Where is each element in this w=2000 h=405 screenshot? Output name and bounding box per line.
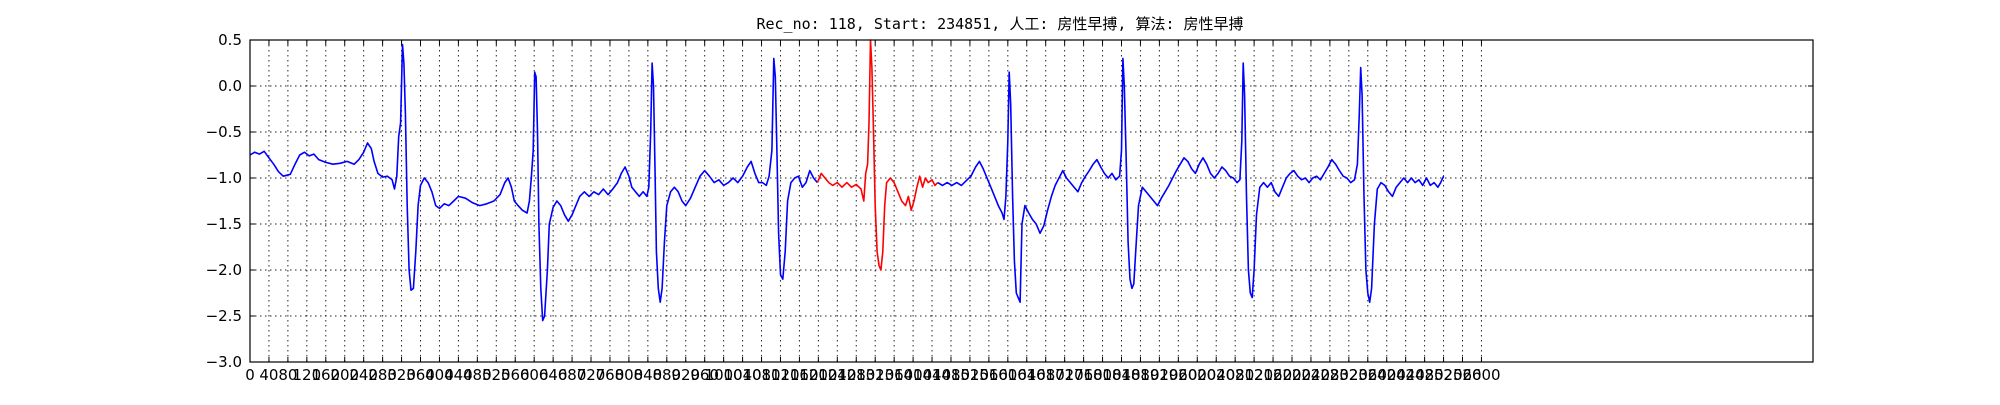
x-tick-label: 400 xyxy=(425,366,454,384)
x-tick-label: 1480 xyxy=(932,366,970,384)
x-tick-label: 1560 xyxy=(970,366,1008,384)
x-tick-label: 1160 xyxy=(780,366,818,384)
y-tick-label: −3.0 xyxy=(206,353,242,371)
x-tick-label: 2120 xyxy=(1235,366,1273,384)
x-tick-label: 1320 xyxy=(856,366,894,384)
x-tick-label: 2560 xyxy=(1443,366,1481,384)
x-tick-label: 320 xyxy=(387,366,416,384)
y-tick-label: −1.0 xyxy=(206,169,242,187)
x-tick-label: 800 xyxy=(615,366,644,384)
x-tick-label: 1640 xyxy=(1008,366,1046,384)
x-tick-label: 120 xyxy=(293,366,322,384)
x-tick-label: 2400 xyxy=(1368,366,1406,384)
x-tick-label: 760 xyxy=(596,366,625,384)
x-tick-label: 2320 xyxy=(1330,366,1368,384)
x-tick-label: 520 xyxy=(482,366,511,384)
x-tick-label: 1360 xyxy=(875,366,913,384)
series-line xyxy=(937,57,1445,304)
x-tick-label: 0 xyxy=(245,366,255,384)
x-tick-label: 280 xyxy=(368,366,397,384)
x-tick-label: 2600 xyxy=(1462,366,1500,384)
x-tick-label: 40 xyxy=(259,366,278,384)
x-tick-label: 1680 xyxy=(1027,366,1065,384)
x-tick-label: 1080 xyxy=(742,366,780,384)
x-axis: 0 40 8012016020024028032036040044048052056… xyxy=(245,40,1501,384)
y-tick-label: −0.5 xyxy=(206,123,242,141)
x-tick-label: 1280 xyxy=(837,366,875,384)
x-tick-label: 1960 xyxy=(1159,366,1197,384)
x-tick-label: 2520 xyxy=(1424,366,1462,384)
grid xyxy=(250,40,1813,362)
x-tick-label: 840 xyxy=(634,366,663,384)
x-tick-label: 1520 xyxy=(951,366,989,384)
x-tick-label: 1600 xyxy=(989,366,1027,384)
x-tick-label: 640 xyxy=(539,366,568,384)
x-tick-label: 480 xyxy=(463,366,492,384)
x-tick-label: 1120 xyxy=(761,366,799,384)
x-tick-label: 2200 xyxy=(1273,366,1311,384)
x-tick-label: 1400 xyxy=(894,366,932,384)
x-tick-label: 880 xyxy=(652,366,681,384)
x-tick-label: 240 xyxy=(349,366,378,384)
x-tick-label: 1760 xyxy=(1065,366,1103,384)
x-tick-label: 2240 xyxy=(1292,366,1330,384)
x-tick-label: 1720 xyxy=(1046,366,1084,384)
x-tick-label: 2040 xyxy=(1197,366,1235,384)
y-tick-label: 0.5 xyxy=(218,31,242,49)
x-tick-label: 1240 xyxy=(818,366,856,384)
y-tick-label: −2.0 xyxy=(206,261,242,279)
x-tick-label: 1200 xyxy=(799,366,837,384)
x-tick-label: 1800 xyxy=(1083,366,1121,384)
x-tick-label: 680 xyxy=(558,366,587,384)
x-tick-label: 2160 xyxy=(1254,366,1292,384)
x-tick-label: 160 xyxy=(311,366,340,384)
x-tick-label: 960 xyxy=(690,366,719,384)
x-tick-label: 1840 xyxy=(1102,366,1140,384)
x-tick-label: 720 xyxy=(577,366,606,384)
chart-title: Rec_no: 118, Start: 234851, 人工: 房性早搏, 算法… xyxy=(756,15,1243,33)
x-tick-label: 200 xyxy=(330,366,359,384)
x-tick-label: 2440 xyxy=(1387,366,1425,384)
x-tick-label: 2000 xyxy=(1178,366,1216,384)
x-tick-label: 920 xyxy=(671,366,700,384)
x-tick-label: 2480 xyxy=(1406,366,1444,384)
y-tick-label: 0.0 xyxy=(218,77,242,95)
x-tick-label: 2280 xyxy=(1311,366,1349,384)
x-tick-label: 560 xyxy=(501,366,530,384)
x-tick-label: 1040 xyxy=(723,366,761,384)
y-axis: 0.5 0.0 −0.5 −1.0 −1.5 −2.0 −2.5 −3.0 xyxy=(206,31,1813,371)
x-tick-label: 1440 xyxy=(913,366,951,384)
x-tick-label: 2360 xyxy=(1349,366,1387,384)
series-line-highlight xyxy=(816,39,939,271)
x-tick-label: 440 xyxy=(444,366,473,384)
x-tick-label: 80 xyxy=(278,366,297,384)
x-tick-label: 1000 xyxy=(705,366,743,384)
y-tick-label: −1.5 xyxy=(206,215,242,233)
x-tick-label: 2080 xyxy=(1216,366,1254,384)
x-tick-label: 360 xyxy=(406,366,435,384)
y-tick-label: −2.5 xyxy=(206,307,242,325)
x-tick-label: 1920 xyxy=(1140,366,1178,384)
x-tick-label: 600 xyxy=(520,366,549,384)
x-tick-label: 1880 xyxy=(1121,366,1159,384)
series xyxy=(249,39,1445,322)
series-line xyxy=(249,43,819,322)
plot-frame xyxy=(249,39,1814,363)
